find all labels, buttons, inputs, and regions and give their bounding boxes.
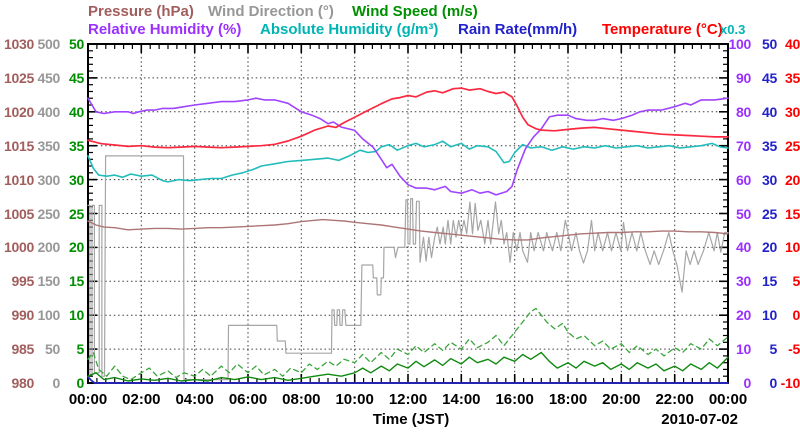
tick-label-pressure: 1015	[4, 137, 34, 154]
tick-label-relative_humidity: 40	[736, 239, 751, 256]
tick-label-wind_speed: 35	[69, 137, 84, 154]
x-tick-label: 10:00	[335, 391, 374, 408]
x-tick-label: 04:00	[175, 391, 214, 408]
tick-label-wind_speed: 45	[69, 69, 84, 86]
series-absolute_humidity	[87, 140, 729, 183]
x-tick-label: 08:00	[282, 391, 321, 408]
tick-label-wind_speed: 15	[69, 273, 84, 290]
tick-label-pressure: 1020	[4, 103, 34, 120]
x-tick-label: 18:00	[548, 391, 588, 408]
tick-label-temperature: 5	[792, 273, 800, 290]
scale-note: x0.3	[720, 22, 746, 37]
tick-label-relative_humidity: 80	[736, 103, 751, 120]
tick-label-rain_rate: 0	[769, 375, 778, 391]
tick-label-temperature: 35	[785, 69, 800, 86]
legend-item: Rain Rate(mm/h)	[458, 21, 578, 38]
legend-item: Wind Speed (m/s)	[352, 3, 478, 20]
x-tick-label: 06:00	[228, 391, 268, 408]
tick-label-relative_humidity: 70	[736, 137, 751, 154]
series-rain_rate	[87, 375, 729, 384]
tick-label-wind_speed: 10	[69, 307, 84, 324]
tick-label-wind_speed: 30	[69, 171, 84, 188]
tick-label-pressure: 1030	[4, 36, 34, 52]
tick-label-wind_speed: 5	[76, 341, 85, 358]
tick-label-rain_rate: 40	[762, 103, 777, 120]
series-wind_direction	[87, 155, 729, 381]
x-tick-label: 22:00	[655, 391, 694, 408]
date-label: 2010-07-02	[661, 411, 738, 428]
tick-label-relative_humidity: 20	[736, 307, 751, 324]
tick-label-pressure: 995	[11, 273, 35, 290]
tick-label-pressure: 990	[11, 307, 35, 324]
tick-label-wind_speed: 40	[69, 103, 84, 120]
tick-label-wind_direction: 400	[37, 103, 61, 120]
tick-label-temperature: -10	[780, 375, 800, 391]
legend-item: Temperature (°C)	[602, 21, 723, 38]
tick-label-pressure: 985	[11, 341, 35, 358]
tick-label-wind_direction: 200	[37, 239, 61, 256]
tick-label-rain_rate: 20	[762, 239, 777, 256]
tick-label-pressure: 1010	[4, 171, 34, 188]
series-wind_speed_avg	[87, 351, 729, 382]
tick-label-temperature: 0	[792, 307, 800, 324]
tick-label-wind_direction: 50	[45, 341, 60, 358]
tick-label-temperature: -5	[788, 341, 800, 358]
tick-label-relative_humidity: 10	[736, 341, 751, 358]
x-tick-label: 16:00	[495, 391, 534, 408]
tick-label-rain_rate: 5	[769, 341, 778, 358]
tick-label-wind_direction: 250	[37, 205, 61, 222]
tick-label-temperature: 15	[785, 205, 800, 222]
series-pressure	[87, 218, 729, 241]
tick-label-wind_direction: 150	[37, 273, 61, 290]
tick-label-temperature: 25	[785, 137, 800, 154]
tick-label-rain_rate: 15	[762, 273, 777, 290]
tick-label-wind_direction: 350	[37, 137, 61, 154]
tick-label-pressure: 1005	[4, 205, 34, 222]
tick-label-rain_rate: 50	[762, 36, 777, 52]
tick-label-relative_humidity: 50	[736, 205, 751, 222]
tick-label-pressure: 980	[11, 375, 35, 391]
x-tick-label: 20:00	[602, 391, 641, 408]
tick-label-wind_direction: 300	[37, 171, 61, 188]
tick-label-temperature: 20	[785, 171, 800, 188]
tick-label-rain_rate: 45	[762, 69, 777, 86]
tick-label-wind_direction: 450	[37, 69, 61, 86]
tick-label-relative_humidity: 100	[728, 36, 752, 52]
tick-label-temperature: 10	[785, 239, 800, 256]
tick-label-rain_rate: 10	[762, 307, 777, 324]
x-tick-label: 12:00	[388, 391, 428, 408]
tick-label-wind_direction: 0	[52, 375, 61, 391]
tick-label-wind_direction: 500	[37, 36, 61, 52]
legend-item: Absolute Humidity (g/m³)	[260, 21, 439, 38]
tick-label-wind_speed: 25	[69, 205, 84, 222]
tick-label-wind_speed: 50	[69, 36, 84, 52]
tick-label-pressure: 1000	[4, 239, 34, 256]
tick-label-wind_speed: 0	[76, 375, 85, 391]
tick-label-wind_speed: 20	[69, 239, 84, 256]
legend-item: Relative Humidity (%)	[88, 21, 242, 38]
tick-label-temperature: 40	[785, 36, 800, 52]
tick-label-rain_rate: 25	[762, 205, 777, 222]
tick-label-relative_humidity: 30	[736, 273, 751, 290]
legend-item: Wind Direction (°)	[208, 3, 334, 20]
tick-label-rain_rate: 35	[762, 137, 777, 154]
tick-label-relative_humidity: 90	[736, 69, 751, 86]
tick-label-wind_direction: 100	[37, 307, 61, 324]
x-tick-label: 14:00	[442, 391, 481, 408]
x-tick-label: 02:00	[122, 391, 161, 408]
tick-label-temperature: 30	[785, 103, 800, 120]
series-temperature	[87, 87, 729, 149]
tick-label-pressure: 1025	[4, 69, 34, 86]
tick-label-relative_humidity: 60	[736, 171, 751, 188]
x-tick-label: 00:00	[708, 391, 748, 408]
legend-item: Pressure (hPa)	[88, 3, 194, 20]
tick-label-rain_rate: 30	[762, 171, 777, 188]
x-tick-label: 00:00	[68, 391, 108, 408]
series-relative_humidity	[87, 97, 729, 196]
x-axis-title: Time (JST)	[372, 411, 450, 428]
series-wind_speed_gust	[87, 307, 729, 381]
tick-label-relative_humidity: 0	[743, 375, 752, 391]
